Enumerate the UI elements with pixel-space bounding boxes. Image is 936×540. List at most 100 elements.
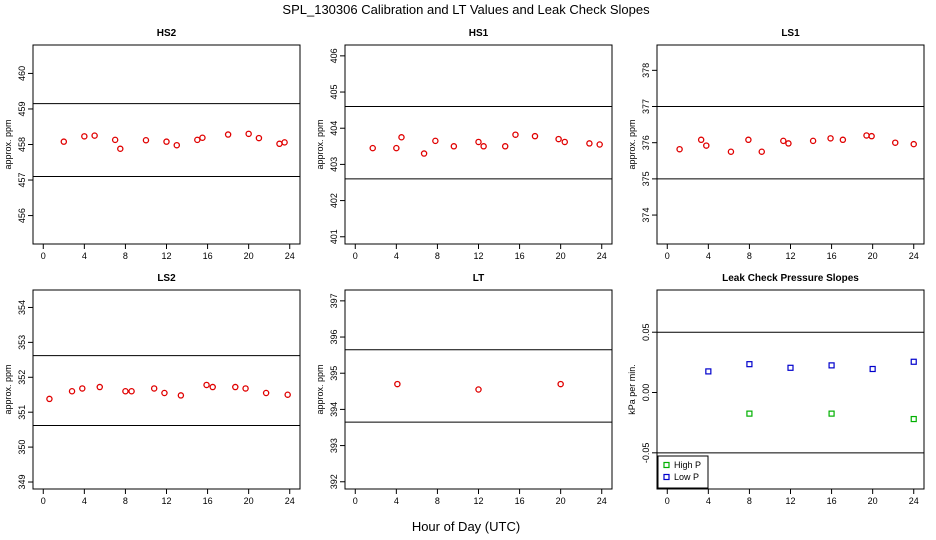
x-tick-label: 16 [827,496,837,506]
y-tick-label: 351 [17,405,27,420]
data-point [91,132,98,139]
x-tick-label: 0 [665,496,670,506]
x-tick-label: 24 [285,251,295,261]
data-point [868,132,875,140]
y-axis-label: kPa per min. [627,364,637,415]
x-tick-label: 0 [353,251,358,261]
data-point [122,387,129,395]
y-tick-label: 349 [17,475,27,490]
y-tick-label: 376 [641,135,651,150]
data-point [150,385,158,392]
data-point [199,134,206,141]
x-tick-label: 8 [123,496,128,506]
data-point [232,383,239,391]
data-point [79,385,86,392]
x-tick-label: 24 [285,496,295,506]
data-point [96,383,104,391]
data-point [746,361,753,368]
y-tick-label: 403 [329,157,339,172]
data-point [173,141,181,149]
data-point [557,380,564,388]
data-point [787,364,794,371]
data-point [555,135,562,143]
x-tick-label: 0 [41,251,46,261]
data-point [827,135,834,142]
data-point [177,392,185,399]
x-tick-label: 4 [82,251,87,261]
data-point [284,391,291,398]
y-tick-label: 350 [17,440,27,455]
x-tick-label: 20 [556,496,566,506]
panel-4: LT 0 4 8 12 16 20 24 392 393 394 395 396 397 approx. p… [315,273,613,506]
legend-marker [663,473,670,481]
chart-panels: HS2 0 4 8 12 16 20 24 456 457 458 459 460 approx. ppm… [3,28,925,506]
y-tick-label: 392 [329,474,339,489]
y-axis-label: approx. ppm [627,119,637,169]
data-point [910,140,917,148]
y-tick-label: 401 [329,229,339,244]
y-tick-label: 396 [329,330,339,345]
data-point [142,136,150,144]
plot-frame [344,289,613,490]
x-tick-label: 8 [435,251,440,261]
data-point [512,131,519,138]
data-point [281,139,288,146]
data-point [703,142,710,149]
data-point [475,138,482,146]
data-point [117,145,124,153]
data-point [111,136,119,144]
legend-label: Low P [674,472,699,482]
data-point [255,134,263,142]
legend-marker [663,461,670,469]
data-point [828,410,835,417]
data-point [869,365,876,373]
x-tick-label: 12 [161,496,171,506]
data-point [224,131,232,138]
x-tick-label: 16 [515,251,525,261]
y-tick-label: 377 [641,99,651,114]
x-tick-label: 8 [435,496,440,506]
data-point [910,415,917,423]
data-point [194,136,201,144]
data-point [839,136,847,144]
panel-1: HS1 0 4 8 12 16 20 24 401 402 403 404 405 406 approx. … [315,28,613,261]
y-tick-label: -0.05 [641,443,651,464]
x-tick-label: 8 [747,251,752,261]
y-tick-label: 460 [17,66,27,81]
y-tick-label: 354 [17,300,27,315]
y-axis-label: approx. ppm [315,119,325,169]
data-point [727,148,735,155]
y-tick-label: 0.05 [641,323,651,341]
x-tick-label: 24 [597,251,607,261]
x-tick-label: 4 [394,496,399,506]
y-tick-label: 0.00 [641,384,651,402]
y-tick-label: 353 [17,335,27,350]
data-point [596,141,603,148]
data-point [891,139,899,146]
x-tick-label: 12 [785,251,795,261]
data-point [809,137,817,145]
y-tick-label: 404 [329,121,339,136]
panel-3: LS2 0 4 8 12 16 20 24 349 350 351 352 353 354 approx. … [3,273,301,506]
y-tick-label: 397 [329,293,339,308]
x-tick-label: 16 [203,251,213,261]
panel-5: Leak Check Pressure Slopes 0 4 8 12 16 20 24 -0.… [627,273,925,506]
panel-title: LS1 [781,28,800,39]
data-point [163,138,170,145]
data-point [780,137,787,145]
y-tick-label: 456 [17,208,27,223]
x-tick-label: 20 [244,496,254,506]
y-tick-label: 375 [641,171,651,186]
x-tick-label: 0 [41,496,46,506]
data-point [758,148,765,155]
panel-title: HS2 [157,28,177,39]
data-point [676,145,683,153]
x-tick-label: 12 [785,496,795,506]
figure-x-axis-label: Hour of Day (UTC) [412,519,520,534]
data-point [450,143,458,150]
y-tick-label: 406 [329,48,339,63]
x-tick-label: 4 [706,496,711,506]
x-tick-label: 20 [868,251,878,261]
figure-title: SPL_130306 Calibration and LT Values and… [282,2,650,17]
